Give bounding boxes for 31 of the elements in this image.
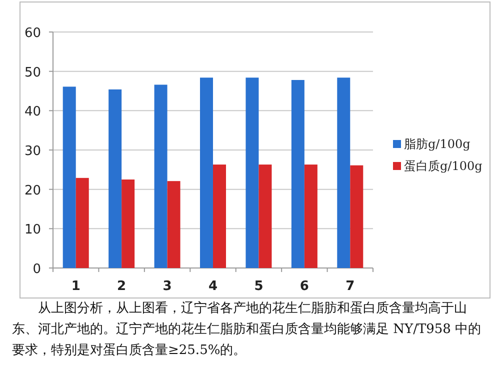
x-tick-label: 4 xyxy=(208,279,218,294)
bar xyxy=(200,78,213,268)
y-tick-label: 60 xyxy=(24,26,41,41)
bar xyxy=(122,180,135,268)
x-tick-label: 6 xyxy=(300,279,309,294)
y-tick-label: 40 xyxy=(24,104,41,120)
y-tick-label: 10 xyxy=(24,222,41,238)
x-tick-label: 1 xyxy=(71,279,80,294)
x-tick-label: 7 xyxy=(346,279,355,294)
x-tick-label: 3 xyxy=(162,279,172,294)
bar xyxy=(337,78,350,268)
bar xyxy=(350,165,364,268)
bar xyxy=(154,84,168,268)
legend-label: 脂肪g/100g xyxy=(404,137,471,151)
bar xyxy=(76,178,89,268)
y-tick-label: 20 xyxy=(24,183,41,198)
y-tick-label: 50 xyxy=(24,65,41,80)
bar xyxy=(213,164,226,268)
bar xyxy=(291,80,304,268)
y-tick-label: 0 xyxy=(32,262,41,277)
x-tick-label: 5 xyxy=(254,279,264,294)
bar xyxy=(258,164,272,268)
legend-label: 蛋白质g/100g xyxy=(404,159,483,173)
y-tick-label: 30 xyxy=(24,144,41,159)
bar xyxy=(62,86,76,268)
bar xyxy=(304,164,318,268)
bar xyxy=(246,78,259,268)
bar xyxy=(108,89,122,268)
bar xyxy=(167,181,180,268)
x-tick-label: 2 xyxy=(117,279,126,294)
text: 从上图分析，从上图看，辽宁省各产地的花生仁脂肪和蛋白质含量均高于山东、河北产地的。辽宁产地的花生仁脂肪和蛋白质含量均能够满足 NY/T958 中的要求，特别是对蛋白质含量≥25.5%的。 xyxy=(12,300,482,360)
